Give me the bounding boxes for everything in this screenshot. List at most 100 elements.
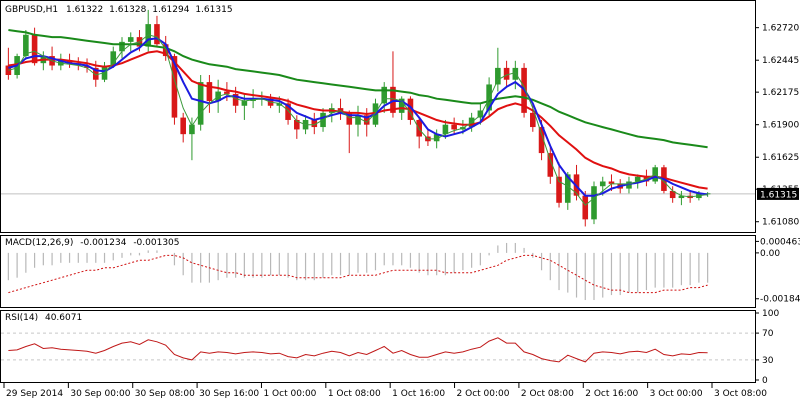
candle-body [197,82,204,125]
rsi-value: 40.6071 [45,313,82,323]
candle-body [486,84,492,111]
macd-label: MACD(12,26,9) [5,238,73,248]
rsi-tick-label: 30 [762,356,774,366]
candle-body [23,34,29,57]
candle-body [31,34,38,64]
candle-body [390,86,396,113]
macd-axis: 0.000463 0.00 -0.001848 [755,237,800,305]
price-tick-label: 1.61080 [762,218,799,228]
macd-pane-frame [0,235,756,308]
candle-body [626,181,632,189]
candle-body [669,190,676,199]
price-axis: 1.62720 1.62445 1.62175 1.61900 1.61625 1.613… [755,24,799,228]
candle-body [495,67,501,85]
candle-body [433,134,440,142]
candle-body [84,65,90,68]
candle-body [5,65,12,75]
time-tick-label: 30 Sep 08:00 [135,389,195,399]
candle-body [154,24,160,45]
candle-body [416,119,422,137]
candle-body [92,67,99,80]
price-tick-label: 1.61900 [762,121,799,131]
candle-body [591,186,597,220]
candle-body [538,127,545,154]
candle-body [530,112,536,128]
macd-tick-label: 0.000463 [760,237,800,247]
rsi-tick-label: 100 [762,309,779,319]
time-axis: 29 Sep 2014 30 Sep 00:00 30 Sep 08:00 30 Se… [3,383,767,399]
candle-body [556,176,562,203]
candle-body [582,195,589,220]
macd-tick-label: 0.00 [760,249,780,259]
candle-body [442,124,449,135]
macd-signal-value: -0.001305 [133,238,179,248]
candle-body [110,51,117,66]
current-price-tag-label: 1.61315 [760,190,797,200]
open-value: 1.61322 [66,5,103,15]
candle-body [355,115,361,125]
overlay-sma-fast [8,37,708,197]
candle-body [66,60,73,64]
current-price-tag [757,187,799,200]
low-value: 1.61294 [152,5,189,15]
symbol-label: GBPUSD,H1 [5,5,58,15]
candle-body [451,124,457,130]
overlay-sma-mid [8,50,708,190]
candle-body [276,103,283,106]
time-tick-label: 1 Oct 16:00 [392,389,445,399]
overlay-sma-slow [8,29,708,149]
candle-body [547,153,554,177]
candle-body [599,181,606,187]
candle-body [564,174,571,203]
candle-body [206,82,213,102]
time-tick-label: 29 Sep 2014 [6,389,63,399]
candle-body [241,101,248,106]
time-tick-label: 2 Oct 08:00 [521,389,574,399]
rsi-line [8,337,708,363]
time-tick-label: 3 Oct 00:00 [650,389,703,399]
price-tick-label: 1.62720 [762,24,799,34]
candle-body [311,119,318,128]
macd-plot [7,242,709,301]
candle-body [294,119,300,130]
time-tick-label: 2 Oct 16:00 [585,389,638,399]
candle-body [119,41,125,52]
candle-body [171,56,178,118]
macd-value: -0.001234 [80,238,126,248]
candle-body [346,112,353,125]
candle-body [285,103,291,120]
rsi-axis: 100 70 30 0 [755,309,779,386]
candle-body [381,86,388,104]
time-tick-label: 30 Sep 16:00 [199,389,259,399]
macd-header: MACD(12,26,9) -0.001234 -0.001305 [5,238,180,248]
candle-body [180,117,186,135]
price-tick-label: 1.62175 [762,88,799,98]
rsi-label: RSI(14) [5,313,38,323]
price-tick-label: 1.62445 [762,56,799,66]
macd-signal-line [8,254,708,294]
candle-body [608,181,615,184]
candle-body [678,195,685,199]
price-tick-label: 1.61625 [762,153,799,163]
candle-body [363,115,370,125]
candle-body [232,93,239,106]
rsi-header: RSI(14) 40.6071 [5,313,82,323]
time-tick-label: 3 Oct 08:00 [714,389,767,399]
time-tick-label: 2 Oct 00:00 [457,389,510,399]
candle-body [477,110,484,118]
candle-body [512,67,519,80]
overlay-thin-ma [8,34,708,206]
candle-body [503,67,510,80]
macd-tick-label: -0.001848 [760,295,800,305]
rsi-plot [1,332,755,363]
rsi-tick-label: 70 [762,329,774,339]
rsi-tick-label: 0 [762,376,768,386]
rsi-pane-frame [0,310,756,383]
candle-body [634,176,641,182]
symbol-header: GBPUSD,H1 1.61322 1.61328 1.61294 1.6131… [5,5,233,15]
high-value: 1.61328 [109,5,146,15]
candle-body [398,98,405,113]
time-tick-label: 1 Oct 00:00 [263,389,316,399]
candle-body [224,91,230,94]
